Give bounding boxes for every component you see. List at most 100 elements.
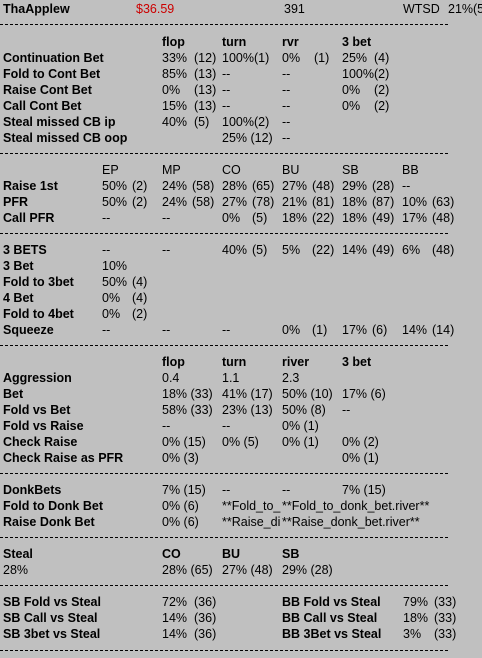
position-count: (65) bbox=[252, 179, 275, 193]
position-value: -- bbox=[162, 211, 171, 225]
position-value: 50% bbox=[102, 195, 128, 209]
river-value: 0% bbox=[282, 51, 301, 65]
col-sb: SB bbox=[342, 163, 359, 177]
stat-label: Call PFR bbox=[3, 211, 55, 225]
threebet-value: 5% bbox=[282, 243, 301, 257]
flop-value: 85% bbox=[162, 67, 188, 81]
position-count: (58) bbox=[192, 179, 215, 193]
cbet-row: Steal missed CB oop 25% (12) -- bbox=[0, 130, 482, 146]
position-value: 18% bbox=[282, 211, 308, 225]
col-flop: flop bbox=[162, 35, 185, 49]
position-count: (49) bbox=[372, 211, 395, 225]
steal-co: 28% (65) bbox=[162, 563, 213, 577]
threebet-row: 3 Bet 10% bbox=[0, 258, 482, 274]
flop-value: 15% bbox=[162, 99, 188, 113]
threebet-count: (1) bbox=[312, 323, 328, 337]
position-value: 27% bbox=[282, 179, 308, 193]
threebet-count: (4) bbox=[132, 291, 148, 305]
threebet-value: 40% bbox=[222, 243, 248, 257]
col-3bet: 3 bet bbox=[342, 355, 372, 369]
threebet-count: (22) bbox=[312, 243, 335, 257]
bb-stat-label: BB 3Bet vs Steal bbox=[282, 627, 382, 641]
sb-stat-count: (36) bbox=[194, 627, 217, 641]
col-turn: turn bbox=[222, 35, 247, 49]
aggression-value: 50% (8) bbox=[282, 403, 326, 417]
threebet-count: (49) bbox=[372, 243, 395, 257]
position-count: (28) bbox=[372, 179, 395, 193]
threebet-value: 0% bbox=[342, 99, 361, 113]
aggression-value: 0% (5) bbox=[222, 435, 259, 449]
player-name: ThaApplew bbox=[3, 2, 70, 16]
threebet-value: 17% bbox=[342, 323, 368, 337]
sb-stat-value: 72% bbox=[162, 595, 188, 609]
threebet-value: 0% bbox=[342, 83, 361, 97]
donk-value: **Raise_di bbox=[222, 515, 281, 529]
stat-label: PFR bbox=[3, 195, 28, 209]
sb-stat-label: SB Call vs Steal bbox=[3, 611, 98, 625]
threebet-count: (6) bbox=[372, 323, 388, 337]
cbet-row: Call Cont Bet 15% (13) -- -- 0% (2) bbox=[0, 98, 482, 114]
position-value: 29% bbox=[342, 179, 368, 193]
flop-value: 33% bbox=[162, 51, 188, 65]
donk-value: 0% (6) bbox=[162, 499, 199, 513]
stat-label: Squeeze bbox=[3, 323, 54, 337]
donk-value: -- bbox=[282, 483, 291, 497]
sb-stat-value: 14% bbox=[162, 611, 188, 625]
threebet-count: (2) bbox=[132, 307, 148, 321]
col-bu: BU bbox=[222, 547, 241, 561]
threebet-row: Squeeze -- -- -- 0% (1) 17% (6) 14% (14) bbox=[0, 322, 482, 338]
position-value: 18% bbox=[342, 195, 368, 209]
col-turn: turn bbox=[222, 355, 247, 369]
aggression-row: Check Raise as PFR 0% (3) 0% (1) bbox=[0, 450, 482, 466]
flop-count: (5) bbox=[194, 115, 210, 129]
position-count: (22) bbox=[312, 211, 335, 225]
stat-label: Call Cont Bet bbox=[3, 99, 82, 113]
aggression-row: Check Raise 0% (15) 0% (5) 0% (1) 0% (2) bbox=[0, 434, 482, 450]
river-value: -- bbox=[282, 131, 291, 145]
threebet-value: 0% bbox=[102, 307, 121, 321]
river-value: -- bbox=[282, 99, 291, 113]
position-count: (48) bbox=[432, 211, 455, 225]
stat-label: 3 BETS bbox=[3, 243, 47, 257]
threebet-row: Fold to 3bet 50% (4) bbox=[0, 274, 482, 290]
stat-label: 3 Bet bbox=[3, 259, 34, 273]
donk-row: Raise Donk Bet 0% (6) **Raise_di **Raise_do… bbox=[0, 514, 482, 530]
threebet-value: 25% bbox=[342, 51, 368, 65]
threebet-count: (2) bbox=[374, 99, 390, 113]
flop-count: (12) bbox=[194, 51, 217, 65]
position-count: (58) bbox=[192, 195, 215, 209]
turn-value: 25% (12) bbox=[222, 131, 273, 145]
stat-label: Fold vs Raise bbox=[3, 419, 84, 433]
bb-stat-count: (33) bbox=[434, 627, 457, 641]
donk-value: **Raise_donk_bet.river** bbox=[282, 515, 420, 529]
steal-bu: 27% (48) bbox=[222, 563, 273, 577]
hands-count: 391 bbox=[284, 2, 305, 16]
aggression-value: 17% (6) bbox=[342, 387, 386, 401]
stat-label: Fold vs Bet bbox=[3, 403, 71, 417]
header-row: ThaApplew $36.59 391 WTSD 21%(52) bbox=[0, 1, 482, 17]
bb-stat-value: 3% bbox=[403, 627, 422, 641]
separator bbox=[0, 24, 448, 25]
position-value: 18% bbox=[342, 211, 368, 225]
aggression-value: -- bbox=[342, 403, 351, 417]
cbet-row: Steal missed CB ip 40% (5) 100%(2) -- bbox=[0, 114, 482, 130]
aggression-value: -- bbox=[222, 419, 231, 433]
aggression-value: 0% (2) bbox=[342, 435, 379, 449]
separator bbox=[0, 537, 448, 538]
aggression-value: 1.1 bbox=[222, 371, 240, 385]
cbet-header-row: flop turn rvr 3 bet bbox=[0, 34, 482, 50]
player-amount: $36.59 bbox=[136, 2, 175, 16]
steal-header-row: Steal CO BU SB bbox=[0, 546, 482, 562]
stat-label: Fold to 3bet bbox=[3, 275, 74, 289]
steal-values-row: 28% 28% (65) 27% (48) 29% (28) bbox=[0, 562, 482, 578]
position-count: (5) bbox=[252, 211, 268, 225]
position-count: (63) bbox=[432, 195, 455, 209]
bb-stat-label: BB Call vs Steal bbox=[282, 611, 378, 625]
col-sb: SB bbox=[282, 547, 300, 561]
wtsd-value: 21%(52) bbox=[448, 2, 482, 16]
aggression-row: Fold vs Bet 58% (33) 23% (13) 50% (8) -- bbox=[0, 402, 482, 418]
position-value: 0% bbox=[222, 211, 241, 225]
aggression-value: -- bbox=[162, 419, 171, 433]
sb-stat-count: (36) bbox=[194, 611, 217, 625]
aggression-value: 23% (13) bbox=[222, 403, 273, 417]
